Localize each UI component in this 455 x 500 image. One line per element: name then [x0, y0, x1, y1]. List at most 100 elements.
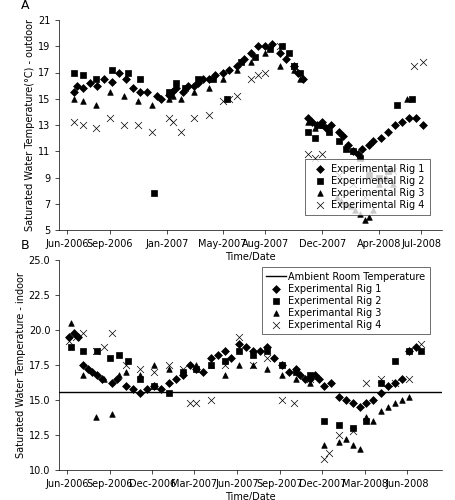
Experimental Rig 1: [157, 95, 165, 103]
Experimental Rig 1: [101, 75, 108, 83]
Experimental Rig 1: [397, 118, 404, 126]
Experimental Rig 1: [79, 84, 86, 92]
Experimantal Rig 3: [101, 375, 108, 383]
Experimental Rig 1: [79, 361, 86, 369]
Experimental Rig 2: [235, 347, 242, 355]
Experimental Rig 4: [304, 150, 311, 158]
Experimental Rig 1: [75, 333, 82, 341]
Experimantal Rig 3: [355, 445, 363, 453]
Experimental Rig 4: [186, 399, 193, 407]
Experimantal Rig 3: [192, 361, 199, 369]
Experimental Rig 1: [239, 56, 247, 64]
Experimental Rig 4: [253, 71, 261, 79]
Experimental Rig 2: [70, 68, 77, 76]
Experimental Rig 4: [70, 118, 77, 126]
Experimental Rig 1: [289, 62, 297, 70]
Experimental Rig 3: [276, 62, 283, 70]
Experimantal Rig 3: [179, 368, 186, 376]
Experimental Rig 3: [318, 121, 325, 129]
Experimental Rig 2: [390, 357, 398, 365]
Experimental Rig 2: [92, 75, 99, 83]
Experimental Rig 2: [349, 424, 356, 432]
Experimental Rig 1: [136, 88, 144, 96]
Experimantal Rig 3: [341, 435, 349, 443]
Experimental Rig 1: [242, 343, 249, 351]
Experimantal Rig 3: [79, 371, 86, 379]
Experimental Rig 1: [327, 121, 334, 129]
Experimental Rig 4: [349, 180, 356, 188]
Experimental Rig 4: [177, 128, 184, 136]
Experimental Rig 4: [108, 329, 115, 337]
Experimental Rig 1: [190, 82, 197, 90]
Experimental Rig 1: [152, 92, 160, 100]
Experimental Rig 1: [369, 396, 376, 404]
Experimantal Rig 3: [384, 403, 391, 411]
Legend: Experimental Rig 1, Experimental Rig 2, Experimental Rig 3, Experimental Rig 4: Experimental Rig 1, Experimental Rig 2, …: [304, 159, 429, 214]
Experimental Rig 2: [291, 368, 298, 376]
Experimental Rig 2: [334, 136, 341, 145]
Experimental Rig 2: [79, 347, 86, 355]
Experimental Rig 4: [360, 193, 368, 201]
Experimental Rig 1: [213, 351, 221, 359]
Experimental Rig 3: [177, 95, 184, 103]
Experimental Rig 3: [165, 95, 172, 103]
Experimental Rig 4: [276, 42, 283, 50]
Experimantal Rig 3: [249, 361, 256, 369]
Experimental Rig 1: [143, 88, 151, 96]
Experimental Rig 2: [320, 417, 327, 425]
Experimental Rig 3: [261, 49, 268, 57]
Experimental Rig 1: [308, 118, 315, 126]
Experimental Rig 2: [237, 58, 244, 66]
Experimental Rig 4: [390, 379, 398, 387]
Experimental Rig 4: [135, 121, 142, 129]
Experimantal Rig 3: [362, 413, 369, 421]
Experimantal Rig 3: [369, 417, 376, 425]
Experimental Rig 3: [218, 75, 226, 83]
Experimental Rig 1: [165, 379, 172, 387]
Experimental Rig 3: [336, 197, 344, 205]
Experimental Rig 2: [194, 75, 202, 83]
Experimental Rig 4: [192, 399, 199, 407]
Experimental Rig 4: [92, 347, 99, 355]
Experimental Rig 1: [384, 382, 391, 390]
Experimental Rig 2: [304, 128, 311, 136]
Experimental Rig 1: [115, 68, 122, 76]
Experimental Rig 1: [369, 136, 376, 145]
Experimental Rig 1: [390, 121, 398, 129]
Experimental Rig 2: [384, 167, 391, 175]
Experimental Rig 1: [228, 354, 235, 362]
Experimental Rig 1: [349, 147, 356, 155]
Experimental Rig 1: [65, 333, 72, 341]
Experimental Rig 2: [136, 375, 144, 383]
Experimental Rig 4: [410, 62, 417, 70]
Experimental Rig 1: [98, 375, 106, 383]
Experimental Rig 4: [120, 121, 127, 129]
Experimental Rig 1: [376, 134, 384, 142]
Experimental Rig 1: [194, 79, 202, 87]
Experimental Rig 3: [296, 75, 303, 83]
Legend: Ambient Room Temperature, Experimental Rig 1, Experimental Rig 2, Experimantal R: Ambient Room Temperature, Experimental R…: [261, 267, 429, 334]
Experimental Rig 2: [150, 382, 157, 390]
Experimental Rig 4: [247, 75, 254, 83]
Experimental Rig 2: [263, 347, 270, 355]
Experimental Rig 1: [205, 75, 212, 83]
Experimental Rig 1: [276, 49, 283, 57]
Experimental Rig 4: [220, 361, 228, 369]
Experimental Rig 2: [115, 351, 122, 359]
Experimental Rig 1: [270, 354, 278, 362]
Experimental Rig 1: [397, 375, 404, 383]
Experimental Rig 1: [318, 118, 325, 126]
Experimental Rig 4: [92, 124, 99, 132]
Experimental Rig 2: [249, 351, 256, 359]
Experimental Rig 4: [106, 114, 113, 122]
Experimental Rig 4: [218, 98, 226, 106]
Experimental Rig 2: [334, 421, 341, 429]
Experimental Rig 3: [310, 124, 318, 132]
Experimental Rig 4: [150, 368, 157, 376]
Experimental Rig 2: [136, 75, 144, 83]
Experimental Rig 4: [179, 365, 186, 373]
Experimantal Rig 3: [235, 361, 242, 369]
Experimental Rig 1: [172, 84, 179, 92]
Experimental Rig 1: [253, 42, 261, 50]
Text: A: A: [21, 0, 30, 12]
